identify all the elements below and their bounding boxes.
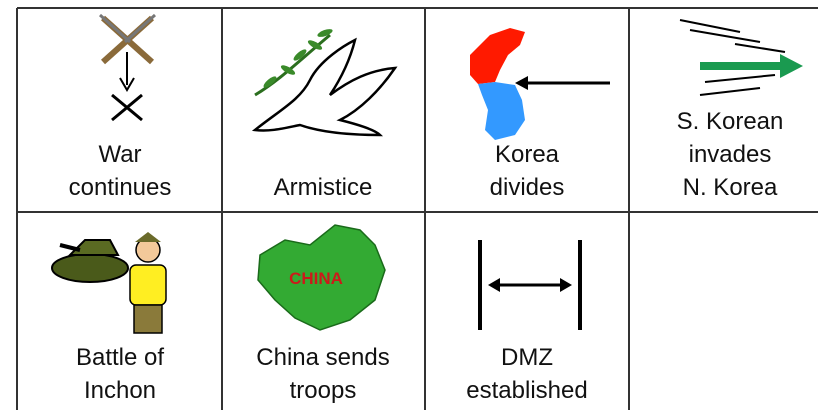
icon-invade (679, 19, 803, 96)
icon-korea (470, 28, 610, 140)
icon-dmz (478, 240, 582, 330)
cell-label: troops (290, 377, 357, 404)
cell-label: established (466, 377, 587, 404)
cell-label: Inchon (84, 377, 156, 404)
cell-label: N. Korea (683, 174, 778, 201)
icon-dove (251, 29, 398, 137)
cell-label: Armistice (274, 174, 373, 201)
cell-label: DMZ (501, 344, 553, 371)
grid (16, 7, 818, 410)
cell-label: divides (490, 174, 565, 201)
cell-label: Korea (495, 141, 560, 168)
icon-battle (51, 232, 167, 334)
icon-war (98, 13, 157, 122)
cell-label: Battle of (76, 344, 164, 371)
cell-label: War (98, 141, 141, 168)
icon-china: CHINA (257, 224, 386, 331)
cell-label: invades (689, 141, 772, 168)
map-label: CHINA (289, 269, 343, 288)
cell-label: China sends (256, 344, 389, 371)
cell-label: continues (69, 174, 172, 201)
cell-label: S. Korean (677, 108, 784, 135)
